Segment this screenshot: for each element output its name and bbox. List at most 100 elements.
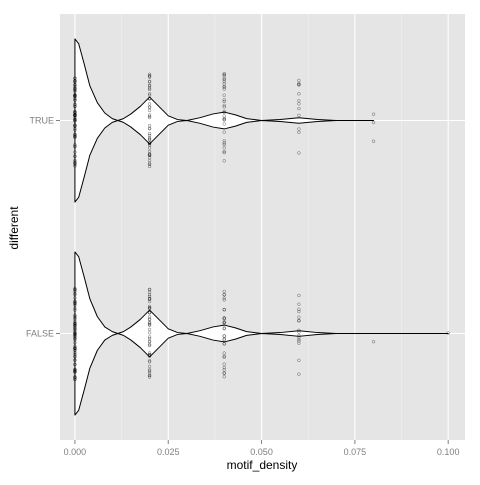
data-point bbox=[73, 308, 77, 312]
data-point bbox=[147, 93, 152, 97]
data-point bbox=[147, 142, 152, 146]
data-point bbox=[73, 144, 77, 148]
data-point bbox=[222, 289, 226, 294]
x-tick-label: 0.075 bbox=[344, 447, 367, 457]
data-point bbox=[297, 372, 301, 376]
data-point bbox=[147, 149, 152, 154]
x-tick-label: 0.000 bbox=[64, 447, 87, 457]
data-point bbox=[147, 87, 152, 92]
data-point bbox=[297, 341, 301, 345]
x-tick-label: 0.025 bbox=[157, 447, 180, 457]
data-point bbox=[147, 79, 152, 83]
data-point bbox=[73, 104, 77, 109]
data-point bbox=[73, 315, 77, 320]
data-point bbox=[73, 352, 77, 356]
violins bbox=[74, 38, 449, 416]
data-point bbox=[147, 164, 152, 169]
data-point bbox=[73, 94, 77, 98]
data-point bbox=[73, 367, 77, 371]
data-point bbox=[147, 137, 152, 141]
data-point bbox=[73, 87, 77, 92]
data-point bbox=[73, 358, 77, 362]
data-point bbox=[147, 315, 152, 319]
data-point bbox=[446, 331, 450, 335]
data-point bbox=[297, 328, 301, 332]
data-point bbox=[222, 307, 226, 312]
data-point bbox=[147, 352, 152, 357]
data-point bbox=[297, 335, 301, 339]
data-point bbox=[297, 293, 301, 298]
data-point bbox=[73, 300, 77, 304]
data-point bbox=[222, 103, 226, 107]
data-point bbox=[147, 115, 152, 120]
data-point bbox=[147, 86, 152, 90]
data-point bbox=[73, 109, 77, 113]
plot-panel bbox=[60, 14, 465, 440]
data-point bbox=[222, 87, 226, 91]
data-point bbox=[147, 127, 152, 131]
data-point bbox=[222, 98, 226, 102]
data-point bbox=[147, 306, 152, 310]
data-point bbox=[147, 297, 152, 301]
data-point bbox=[222, 142, 226, 147]
data-point bbox=[147, 75, 152, 79]
data-point bbox=[73, 324, 77, 328]
data-point bbox=[297, 315, 301, 319]
data-point bbox=[297, 78, 301, 83]
data-point bbox=[297, 127, 301, 131]
data-point bbox=[73, 143, 77, 147]
data-point bbox=[73, 374, 77, 379]
data-point bbox=[297, 333, 301, 338]
data-point bbox=[147, 161, 152, 165]
data-point bbox=[73, 370, 77, 374]
data-point bbox=[147, 369, 152, 373]
data-point bbox=[222, 320, 226, 324]
data-point bbox=[147, 368, 152, 372]
data-point bbox=[222, 122, 226, 126]
data-point bbox=[371, 139, 376, 143]
data-point bbox=[73, 128, 77, 132]
data-point bbox=[147, 339, 152, 344]
data-point bbox=[73, 89, 77, 94]
data-point bbox=[147, 360, 152, 364]
data-point bbox=[73, 98, 77, 102]
data-point bbox=[147, 293, 152, 297]
data-point bbox=[73, 292, 77, 297]
data-point bbox=[371, 340, 376, 344]
data-point bbox=[73, 114, 77, 118]
data-point bbox=[222, 114, 226, 118]
violin-false bbox=[74, 251, 449, 416]
data-point bbox=[371, 120, 376, 125]
data-point bbox=[147, 359, 152, 363]
data-point bbox=[297, 337, 301, 342]
data-point bbox=[297, 309, 301, 314]
data-point bbox=[147, 343, 152, 347]
data-point bbox=[73, 102, 77, 106]
x-axis-ticks: 0.000 0.025 0.050 0.075 0.100 bbox=[64, 440, 460, 457]
data-point bbox=[73, 301, 77, 306]
data-point bbox=[73, 322, 77, 326]
data-point bbox=[73, 334, 77, 338]
data-point bbox=[147, 153, 152, 157]
data-point bbox=[222, 365, 226, 370]
data-point bbox=[73, 110, 77, 114]
y-axis-title: different bbox=[7, 206, 21, 250]
data-point bbox=[297, 358, 301, 362]
data-point bbox=[147, 323, 152, 327]
data-point bbox=[222, 342, 226, 346]
data-point bbox=[297, 330, 301, 334]
data-point bbox=[147, 138, 152, 142]
data-point bbox=[222, 149, 226, 154]
data-point bbox=[73, 306, 77, 311]
data-point bbox=[222, 293, 226, 297]
data-point bbox=[73, 348, 77, 352]
data-point bbox=[73, 330, 77, 334]
x-tick-label: 0.100 bbox=[437, 447, 460, 457]
data-point bbox=[73, 303, 77, 308]
y-tick-label: FALSE bbox=[26, 329, 54, 339]
data-point bbox=[147, 74, 152, 78]
data-point bbox=[297, 106, 301, 111]
y-axis-ticks: TRUE FALSE bbox=[26, 116, 60, 339]
data-point bbox=[73, 350, 77, 355]
